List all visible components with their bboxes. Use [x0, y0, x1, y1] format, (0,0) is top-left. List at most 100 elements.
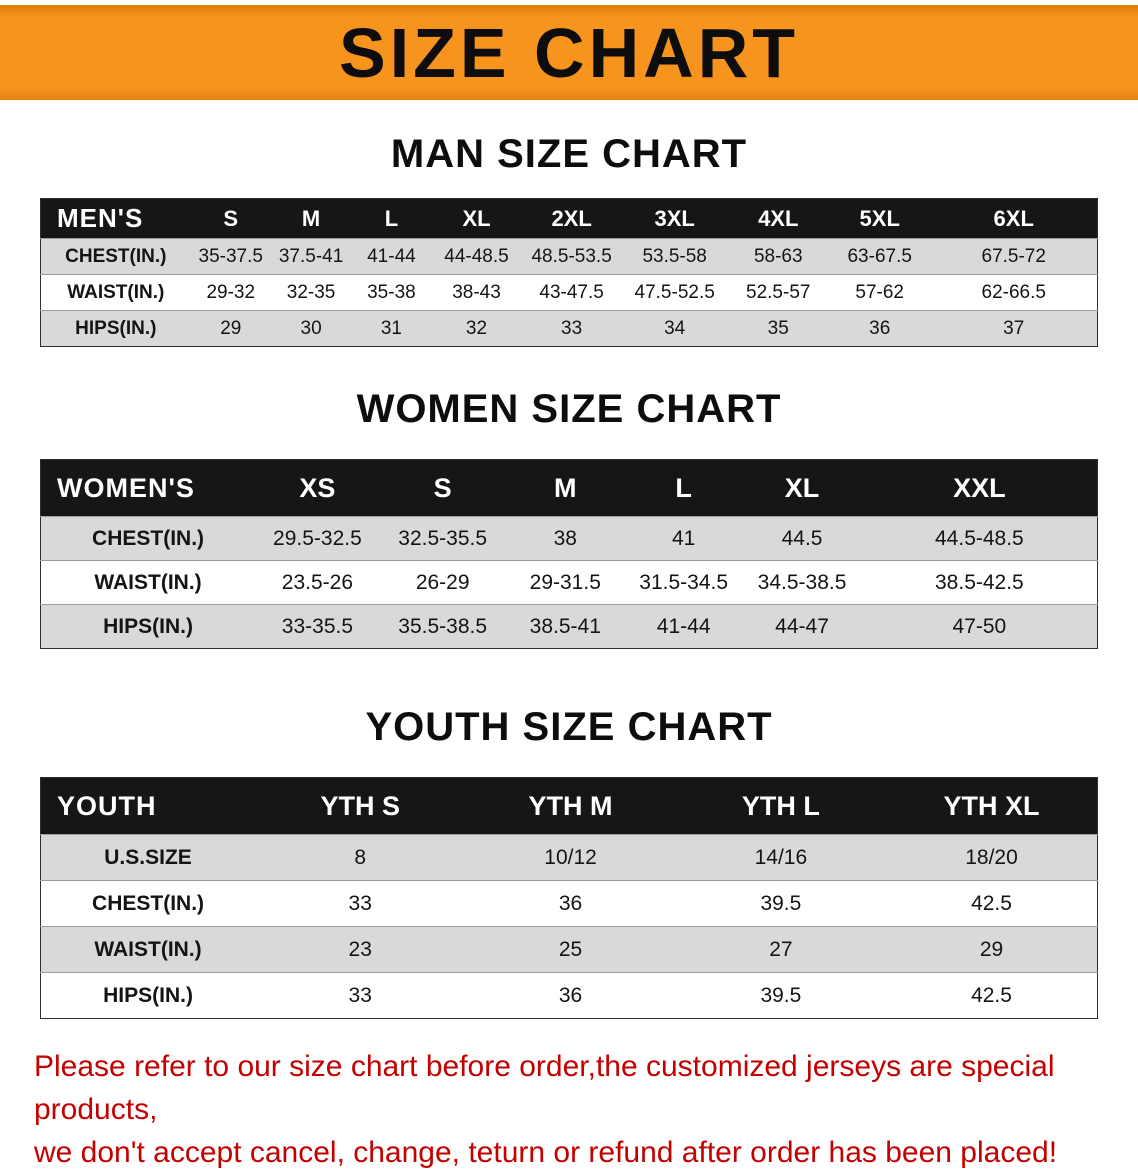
- value-cell: 33: [255, 880, 466, 927]
- table-row: CHEST(IN.) 29.5-32.5 32.5-35.5 38 41 44.5 44.5…: [40, 516, 1098, 561]
- order-notice: Please refer to our size chart before or…: [34, 1045, 1104, 1174]
- value-cell: 44-47: [742, 604, 862, 649]
- women-section-heading: WOMEN SIZE CHART: [356, 387, 782, 431]
- table-row: CHEST(IN.) 33 36 39.5 42.5: [40, 880, 1098, 927]
- value-cell: 18/20: [886, 834, 1098, 881]
- size-header-cell: 5XL: [828, 198, 931, 239]
- value-cell: 35-37.5: [190, 238, 271, 275]
- value-cell: 44.5: [742, 516, 862, 561]
- value-cell: 35: [727, 310, 829, 347]
- row-label-cell: HIPS(IN.): [40, 604, 256, 649]
- size-header-cell: XXL: [861, 459, 1098, 517]
- row-label-cell: WAIST(IN.): [40, 926, 256, 973]
- men-table-body: CHEST(IN.) 35-37.5 37.5-41 41-44 44-48.5 48.5…: [40, 238, 1098, 347]
- value-cell: 31: [351, 310, 432, 347]
- header-row: MEN'S S M L XL 2XL 3XL 4XL 5XL 6XL: [40, 198, 1098, 239]
- women-table-header: WOMEN'S XS S M L XL XXL: [40, 459, 1098, 517]
- value-cell: 48.5-53.5: [521, 238, 622, 275]
- value-cell: 29.5-32.5: [255, 516, 380, 561]
- youth-size-table: YOUTH YTH S YTH M YTH L YTH XL U.S.SIZE 8 10/1…: [40, 777, 1098, 1019]
- size-header-cell: S: [379, 459, 506, 517]
- size-header-cell: 4XL: [727, 198, 829, 239]
- value-cell: 47-50: [861, 604, 1098, 649]
- value-cell: 34: [621, 310, 728, 347]
- value-cell: 14/16: [675, 834, 887, 881]
- table-row: CHEST(IN.) 35-37.5 37.5-41 41-44 44-48.5 48.5…: [40, 238, 1098, 275]
- size-header-cell: YTH S: [255, 777, 466, 835]
- value-cell: 43-47.5: [521, 274, 622, 311]
- value-cell: 33: [255, 972, 466, 1019]
- table-row: WAIST(IN.) 29-32 32-35 35-38 38-43 43-47.5 47.…: [40, 274, 1098, 311]
- value-cell: 34.5-38.5: [742, 560, 862, 605]
- value-cell: 33-35.5: [255, 604, 380, 649]
- value-cell: 8: [255, 834, 466, 881]
- size-header-cell: XL: [742, 459, 862, 517]
- value-cell: 57-62: [828, 274, 931, 311]
- value-cell: 42.5: [886, 880, 1098, 927]
- value-cell: 35.5-38.5: [379, 604, 506, 649]
- men-size-table: MEN'S S M L XL 2XL 3XL 4XL 5XL 6XL CHEST(IN.) 35-3…: [40, 198, 1098, 347]
- table-row: WAIST(IN.) 23.5-26 26-29 29-31.5 31.5-34.5 34…: [40, 560, 1098, 605]
- value-cell: 36: [465, 880, 676, 927]
- row-label-cell: CHEST(IN.): [40, 880, 256, 927]
- value-cell: 35-38: [351, 274, 432, 311]
- value-cell: 52.5-57: [727, 274, 829, 311]
- size-header-cell: YTH L: [675, 777, 887, 835]
- youth-section-heading: YOUTH SIZE CHART: [365, 705, 773, 749]
- value-cell: 39.5: [675, 880, 887, 927]
- value-cell: 33: [521, 310, 622, 347]
- row-label-cell: HIPS(IN.): [40, 972, 256, 1019]
- men-table-header: MEN'S S M L XL 2XL 3XL 4XL 5XL 6XL: [40, 198, 1098, 239]
- size-chart-title: SIZE CHART: [339, 13, 799, 92]
- order-notice-line-1: Please refer to our size chart before or…: [34, 1050, 1055, 1126]
- order-notice-line-2: we don't accept cancel, change, teturn o…: [34, 1136, 1058, 1169]
- row-label-cell: WAIST(IN.): [40, 560, 256, 605]
- row-label-cell: WAIST(IN.): [40, 274, 191, 311]
- size-header-cell: S: [190, 198, 271, 239]
- value-cell: 44.5-48.5: [861, 516, 1098, 561]
- value-cell: 38: [505, 516, 625, 561]
- value-cell: 29: [190, 310, 271, 347]
- value-cell: 39.5: [675, 972, 887, 1019]
- table-row: HIPS(IN.) 33-35.5 35.5-38.5 38.5-41 41-44 44-…: [40, 604, 1098, 649]
- value-cell: 37.5-41: [270, 238, 352, 275]
- value-cell: 38.5-42.5: [861, 560, 1098, 605]
- table-row: WAIST(IN.) 23 25 27 29: [40, 926, 1098, 973]
- row-label-cell: U.S.SIZE: [40, 834, 256, 881]
- table-row: U.S.SIZE 8 10/12 14/16 18/20: [40, 834, 1098, 881]
- value-cell: 26-29: [379, 560, 506, 605]
- value-cell: 53.5-58: [621, 238, 728, 275]
- youth-table-header: YOUTH YTH S YTH M YTH L YTH XL: [40, 777, 1098, 835]
- size-header-cell: L: [625, 459, 743, 517]
- row-label-cell: CHEST(IN.): [40, 238, 191, 275]
- man-section-heading: MAN SIZE CHART: [390, 132, 748, 176]
- size-header-cell: YTH M: [465, 777, 676, 835]
- value-cell: 32: [431, 310, 522, 347]
- value-cell: 23: [255, 926, 466, 973]
- size-header-cell: YTH XL: [886, 777, 1098, 835]
- value-cell: 29: [886, 926, 1098, 973]
- value-cell: 42.5: [886, 972, 1098, 1019]
- size-header-cell: 2XL: [521, 198, 622, 239]
- table-title-cell: YOUTH: [40, 777, 256, 835]
- value-cell: 30: [270, 310, 352, 347]
- value-cell: 32.5-35.5: [379, 516, 506, 561]
- value-cell: 38-43: [431, 274, 522, 311]
- value-cell: 41-44: [351, 238, 432, 275]
- size-chart-banner: SIZE CHART: [0, 5, 1138, 100]
- table-title-cell: WOMEN'S: [40, 459, 256, 517]
- value-cell: 29-31.5: [505, 560, 625, 605]
- value-cell: 38.5-41: [505, 604, 625, 649]
- table-title-cell: MEN'S: [40, 198, 191, 239]
- women-table-body: CHEST(IN.) 29.5-32.5 32.5-35.5 38 41 44.5 44.5…: [40, 516, 1098, 649]
- value-cell: 62-66.5: [930, 274, 1098, 311]
- value-cell: 44-48.5: [431, 238, 522, 275]
- table-row: HIPS(IN.) 33 36 39.5 42.5: [40, 972, 1098, 1019]
- size-header-cell: M: [270, 198, 352, 239]
- value-cell: 37: [930, 310, 1098, 347]
- value-cell: 41-44: [625, 604, 743, 649]
- youth-table-body: U.S.SIZE 8 10/12 14/16 18/20 CHEST(IN.) 33 36 39…: [40, 834, 1098, 1019]
- value-cell: 25: [465, 926, 676, 973]
- size-header-cell: 3XL: [621, 198, 728, 239]
- size-header-cell: M: [505, 459, 625, 517]
